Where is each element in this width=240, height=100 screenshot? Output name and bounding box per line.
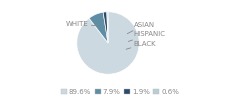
- Text: WHITE: WHITE: [66, 21, 97, 27]
- Text: BLACK: BLACK: [126, 41, 156, 49]
- Text: ASIAN: ASIAN: [127, 22, 155, 34]
- Wedge shape: [89, 12, 108, 43]
- Text: HISPANIC: HISPANIC: [128, 31, 166, 41]
- Wedge shape: [77, 12, 139, 74]
- Legend: 89.6%, 7.9%, 1.9%, 0.6%: 89.6%, 7.9%, 1.9%, 0.6%: [58, 86, 182, 98]
- Wedge shape: [107, 12, 108, 43]
- Wedge shape: [103, 12, 108, 43]
